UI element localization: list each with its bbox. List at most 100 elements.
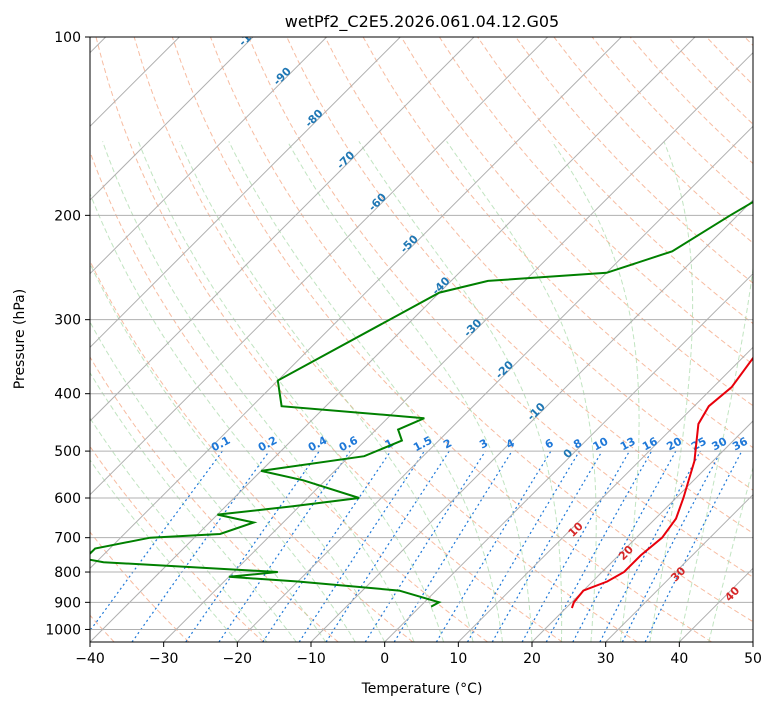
dry-adiabat	[744, 37, 753, 47]
moist-adiabat	[90, 417, 268, 642]
isotherm-label: -40	[429, 274, 452, 297]
y-tick-label: 100	[54, 30, 81, 46]
mixing-ratio-label: 20	[664, 435, 684, 454]
isotherm	[90, 37, 622, 570]
moist-adiabat	[102, 141, 415, 642]
x-tick-label: 50	[744, 651, 762, 667]
dry-adiabat	[95, 37, 563, 642]
mixing-ratio-line	[491, 450, 603, 642]
y-tick-label: 700	[54, 531, 81, 547]
isotherm-label: -80	[302, 106, 325, 129]
isotherm-label: -60	[366, 190, 389, 213]
dry-adiabat	[90, 445, 264, 642]
isotherm-label: -50	[398, 232, 421, 255]
gridlines	[90, 37, 753, 642]
isotherm	[90, 37, 696, 642]
data-series	[90, 200, 753, 609]
x-tick-label: −40	[75, 651, 105, 667]
mixing-ratio-line	[545, 450, 653, 642]
mixing-ratio-line	[621, 450, 722, 642]
y-tick-label: 800	[54, 565, 81, 581]
y-tick-label: 500	[54, 444, 81, 460]
y-tick-label: 600	[54, 491, 81, 507]
mixing-ratio-label: 10	[591, 435, 611, 454]
isotherm	[457, 346, 753, 642]
isotherm	[163, 51, 753, 642]
dry-adiabat	[133, 37, 638, 642]
x-tick-label: −20	[223, 651, 253, 667]
temperature-profile	[570, 356, 753, 609]
mixing-ratio-line	[218, 450, 351, 642]
dry-adiabat	[90, 356, 339, 642]
line-labels: 0.1 0.2 0.4 0.6 1 1.5 2 3 4 6 8 10 13 16 20 25 30 36-100-…	[209, 20, 750, 604]
x-tick-label: −30	[149, 651, 179, 667]
dry-adiabat	[171, 37, 712, 642]
dry-adiabat	[668, 37, 753, 125]
moist-adiabat	[649, 141, 694, 642]
isotherm-label: -70	[334, 148, 357, 171]
axes: −40 −30 −20 −10 0 10 20 30 40 50 100 200 300 400 500 60…	[45, 30, 762, 667]
dry-adiabat	[248, 37, 753, 578]
dry-adiabat-label: 10	[566, 519, 586, 539]
dry-adiabat-label: 30	[668, 564, 688, 584]
x-tick-label: 40	[670, 651, 688, 667]
isotherm-label: -90	[271, 65, 294, 88]
moist-adiabat	[678, 264, 753, 642]
dry-adiabat	[324, 37, 753, 491]
x-tick-label: 10	[449, 651, 467, 667]
chart-title: wetPf2_C2E5.2026.061.04.12.G05	[285, 12, 559, 32]
mixing-ratio-line	[599, 450, 702, 642]
moist-adiabat	[708, 466, 753, 642]
y-tick-label: 200	[54, 208, 81, 224]
isotherm	[752, 641, 753, 642]
mixing-ratio-label: 16	[640, 435, 660, 454]
mixing-ratio-label: 2	[441, 436, 454, 451]
mixing-ratio-line	[185, 450, 320, 642]
mixing-ratio-label: 30	[710, 435, 730, 454]
isotherm	[90, 37, 401, 349]
isotherm	[90, 37, 549, 496]
plot-frame	[89, 36, 754, 643]
x-axis-label: Temperature (°C)	[361, 681, 483, 697]
y-tick-label: 400	[54, 387, 81, 403]
dry-adiabat	[362, 37, 753, 449]
dewpoint-profile	[90, 200, 753, 608]
isotherm	[90, 37, 328, 275]
x-tick-label: −10	[296, 651, 326, 667]
mixing-ratio-line	[393, 450, 513, 642]
y-tick-label: 1000	[45, 622, 81, 638]
isotherm	[678, 567, 753, 642]
y-tick-label: 300	[54, 313, 81, 329]
mixing-ratio-line	[298, 450, 425, 642]
y-tick-label: 900	[54, 595, 81, 611]
x-tick-label: 20	[523, 651, 541, 667]
moist-adiabat	[179, 141, 474, 642]
x-tick-label: 0	[380, 651, 389, 667]
moist-adiabat	[90, 192, 386, 642]
isotherm	[605, 493, 753, 642]
isotherm	[310, 199, 753, 642]
isotherm	[384, 272, 753, 642]
dry-adiabat	[438, 37, 753, 366]
mixing-ratio-label: 13	[618, 435, 638, 454]
dry-adiabat-label: 40	[722, 584, 742, 604]
background-lines	[90, 37, 753, 642]
mixing-ratio-label: 36	[730, 435, 750, 454]
dry-adiabat	[706, 37, 753, 86]
dry-adiabat-label: 20	[616, 543, 636, 563]
dry-adiabat	[90, 531, 190, 642]
mixing-ratio-line	[644, 450, 743, 642]
dry-adiabat	[210, 37, 753, 623]
isotherm-label: -100	[236, 20, 265, 49]
isotherm	[90, 37, 254, 201]
mixing-ratio-label: 4	[504, 436, 517, 451]
dry-adiabat	[515, 37, 753, 284]
x-tick-label: 30	[597, 651, 615, 667]
mixing-ratio-line	[364, 450, 486, 642]
dry-adiabat	[400, 37, 753, 407]
mixing-ratio-label: 6	[543, 436, 556, 451]
dry-adiabat	[90, 150, 488, 642]
mixing-ratio-line	[325, 450, 450, 642]
moist-adiabat	[90, 371, 297, 642]
